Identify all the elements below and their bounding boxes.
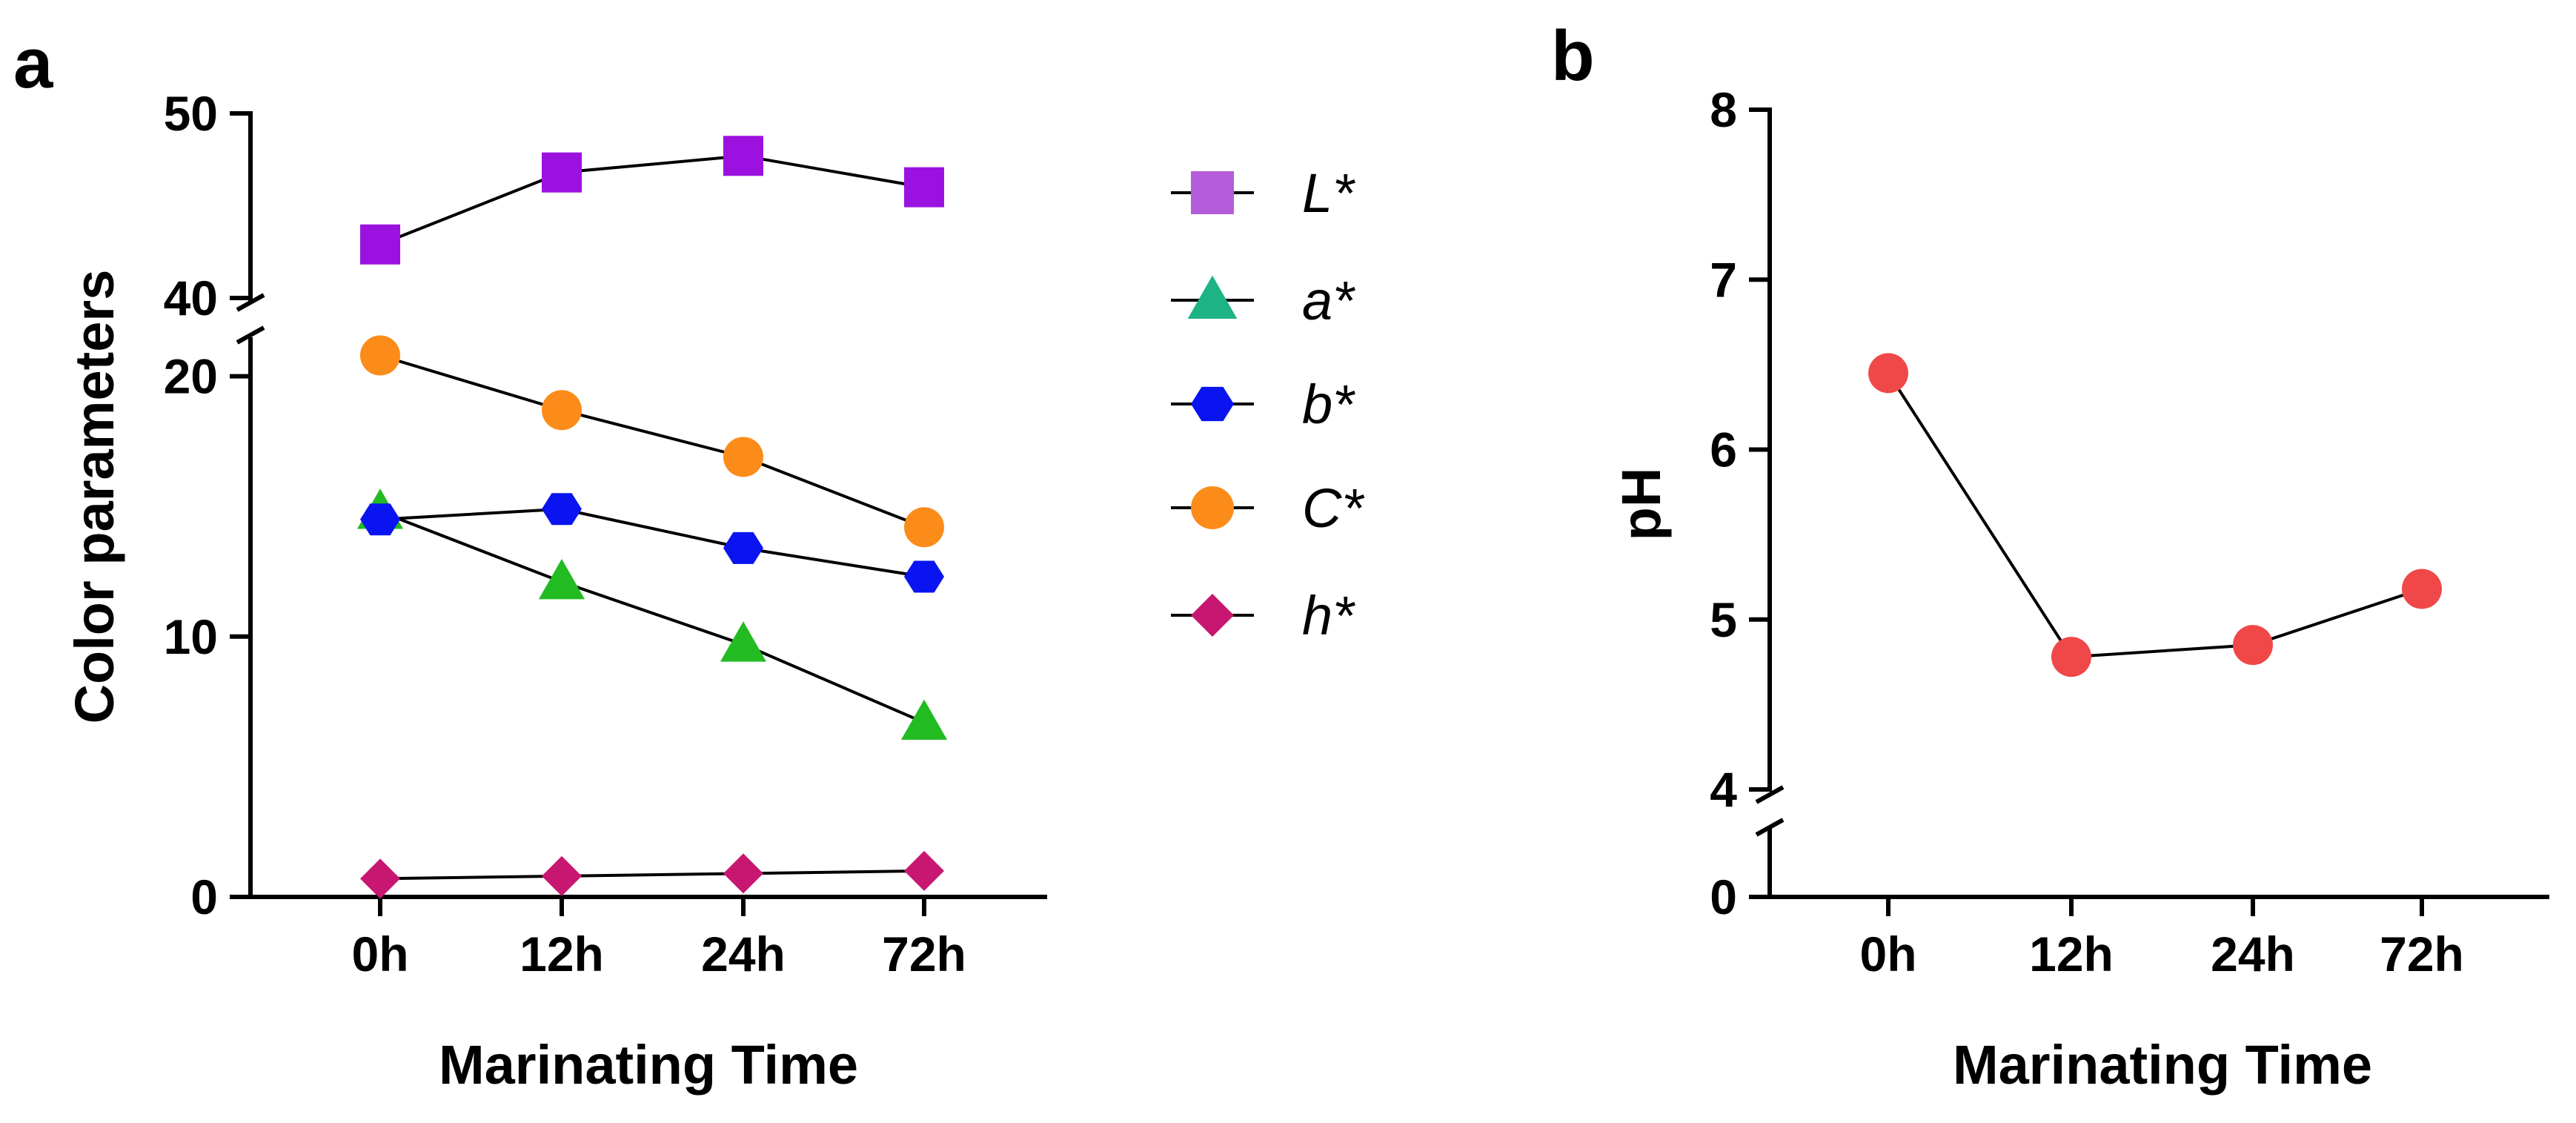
- legend-marker: [1187, 275, 1238, 319]
- x-tick-label-b: 12h: [2029, 927, 2114, 981]
- x-axis-title-b: Marinating Time: [1953, 1034, 2372, 1096]
- legend-label: h*: [1302, 585, 1355, 646]
- data-point-b: [2051, 637, 2091, 678]
- data-point-a: [723, 531, 763, 564]
- data-point-a: [538, 558, 585, 600]
- series-line-a: [379, 510, 925, 724]
- data-point-a: [723, 136, 763, 176]
- y-tick-label-b: 5: [1710, 592, 1737, 647]
- y-tick-label-b: 4: [1710, 762, 1737, 817]
- series-2-a: [360, 493, 944, 593]
- x-tick-label-a: 24h: [701, 927, 786, 981]
- series-line-a: [379, 507, 925, 578]
- y-tick-label-a: 10: [164, 609, 218, 664]
- panel-a-label: a: [13, 24, 53, 103]
- data-point-a: [542, 493, 582, 526]
- data-point-a: [904, 167, 944, 208]
- x-tick-label-a: 12h: [519, 927, 604, 981]
- y-tick-label-a: 50: [164, 86, 218, 141]
- legend-a: L* a* b* C* h*: [1171, 162, 1364, 646]
- y-tick-label-b: 7: [1710, 252, 1737, 307]
- y-axis-title-a: Color parameters: [64, 270, 125, 724]
- series-line-b: [1887, 372, 2423, 659]
- x-tick-label-b: 0h: [1859, 927, 1916, 981]
- y-tick-label-a: 40: [164, 271, 218, 325]
- x-axis-title-a: Marinating Time: [439, 1034, 858, 1096]
- series-4-a: [360, 850, 944, 899]
- x-tick-label-b: 24h: [2211, 927, 2295, 981]
- series-3-a: [360, 335, 944, 548]
- data-point-b: [1868, 353, 1908, 394]
- y-axis-title-b: pH: [1610, 468, 1672, 541]
- series-line-a: [379, 154, 925, 246]
- data-point-a: [900, 699, 948, 740]
- data-point-a: [904, 560, 944, 593]
- y-tick-label-a: 20: [164, 349, 218, 404]
- legend-label: C*: [1302, 477, 1364, 539]
- axis-break-mark-lower-b: [1755, 818, 1785, 837]
- series-line-a: [379, 354, 925, 529]
- series-1-a: [356, 488, 948, 740]
- x-tick-label-a: 72h: [882, 927, 966, 981]
- series-0-b: [1868, 353, 2442, 678]
- panel-b-label: b: [1551, 16, 1595, 96]
- data-point-a: [542, 152, 582, 193]
- data-point-b: [2402, 569, 2442, 609]
- axis-break-mark-upper-b: [1755, 785, 1785, 804]
- data-point-a: [360, 503, 400, 536]
- data-point-a: [720, 621, 767, 662]
- data-point-a: [360, 224, 400, 265]
- axis-break-mark-lower-a: [236, 325, 265, 345]
- y-tick-label-b: 0: [1710, 869, 1737, 924]
- legend-marker: [1191, 486, 1234, 529]
- data-point-a: [542, 855, 582, 896]
- y-tick-label-a: 0: [190, 869, 218, 924]
- chart-a: 40 50 0 10 20 0h 12h 24h 72h Marinating Time Color…: [64, 86, 1047, 1096]
- legend-label: L*: [1302, 162, 1355, 224]
- y-tick-label-b: 8: [1710, 82, 1737, 137]
- data-point-a: [542, 390, 582, 431]
- data-point-a: [360, 335, 400, 376]
- legend-marker: [1191, 386, 1234, 422]
- data-point-a: [723, 437, 763, 477]
- data-point-b: [2233, 625, 2273, 666]
- x-tick-label-a: 0h: [351, 927, 408, 981]
- series-0-a: [360, 136, 944, 265]
- data-point-a: [904, 850, 944, 891]
- axis-break-mark-upper-a: [236, 293, 265, 312]
- legend-label: a*: [1302, 270, 1355, 331]
- y-tick-label-b: 6: [1710, 423, 1737, 477]
- legend-label: b*: [1302, 374, 1355, 435]
- data-point-a: [360, 858, 400, 899]
- data-point-a: [904, 507, 944, 548]
- series-line-a: [379, 869, 925, 881]
- data-point-a: [723, 853, 763, 894]
- legend-marker: [1191, 594, 1234, 637]
- legend-marker: [1191, 171, 1234, 214]
- x-tick-label-b: 72h: [2380, 927, 2464, 981]
